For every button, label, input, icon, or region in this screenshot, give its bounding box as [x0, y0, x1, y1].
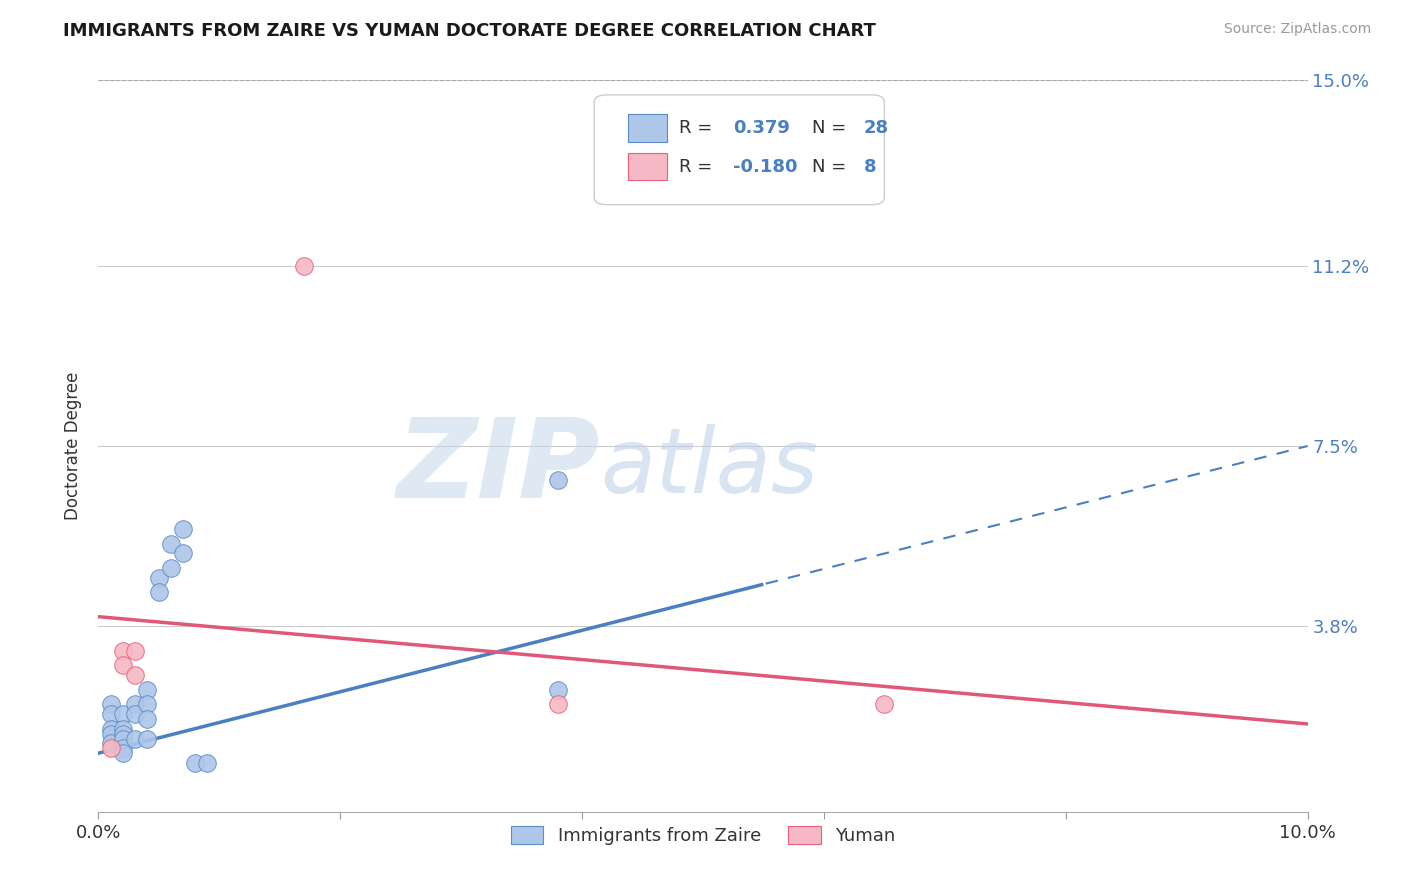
- Text: ZIP: ZIP: [396, 415, 600, 522]
- Point: [160, 536, 183, 550]
- Point: [148, 571, 170, 585]
- Point: [100, 736, 122, 750]
- Y-axis label: Doctorate Degree: Doctorate Degree: [65, 372, 83, 520]
- Bar: [628, 153, 666, 180]
- Point: [111, 727, 134, 741]
- Point: [111, 741, 134, 756]
- Text: IMMIGRANTS FROM ZAIRE VS YUMAN DOCTORATE DEGREE CORRELATION CHART: IMMIGRANTS FROM ZAIRE VS YUMAN DOCTORATE…: [63, 22, 876, 40]
- Text: R =: R =: [679, 158, 718, 176]
- Text: 28: 28: [863, 119, 889, 136]
- Point: [195, 756, 218, 770]
- Point: [124, 644, 146, 658]
- Bar: [628, 114, 666, 142]
- Point: [124, 698, 146, 712]
- Point: [135, 712, 157, 726]
- Point: [124, 668, 146, 682]
- Point: [124, 707, 146, 722]
- Text: 0.379: 0.379: [734, 119, 790, 136]
- Point: [873, 698, 896, 712]
- Legend: Immigrants from Zaire, Yuman: Immigrants from Zaire, Yuman: [502, 816, 904, 854]
- Point: [100, 722, 122, 736]
- Point: [172, 546, 194, 560]
- Text: -0.180: -0.180: [734, 158, 797, 176]
- Point: [135, 698, 157, 712]
- Text: N =: N =: [811, 158, 852, 176]
- Point: [111, 731, 134, 746]
- Point: [111, 707, 134, 722]
- Point: [292, 259, 315, 273]
- Point: [100, 727, 122, 741]
- Point: [148, 585, 170, 599]
- Point: [100, 707, 122, 722]
- Point: [111, 746, 134, 760]
- Text: Source: ZipAtlas.com: Source: ZipAtlas.com: [1223, 22, 1371, 37]
- Point: [547, 698, 569, 712]
- Point: [100, 741, 122, 756]
- Point: [111, 644, 134, 658]
- Point: [172, 522, 194, 536]
- Text: R =: R =: [679, 119, 718, 136]
- Point: [547, 682, 569, 697]
- Point: [135, 731, 157, 746]
- Point: [111, 722, 134, 736]
- Point: [111, 658, 134, 673]
- Point: [184, 756, 207, 770]
- Point: [135, 682, 157, 697]
- Point: [124, 731, 146, 746]
- Point: [160, 561, 183, 575]
- FancyBboxPatch shape: [595, 95, 884, 204]
- Point: [547, 473, 569, 487]
- Text: N =: N =: [811, 119, 852, 136]
- Text: atlas: atlas: [600, 424, 818, 512]
- Text: 8: 8: [863, 158, 876, 176]
- Point: [100, 698, 122, 712]
